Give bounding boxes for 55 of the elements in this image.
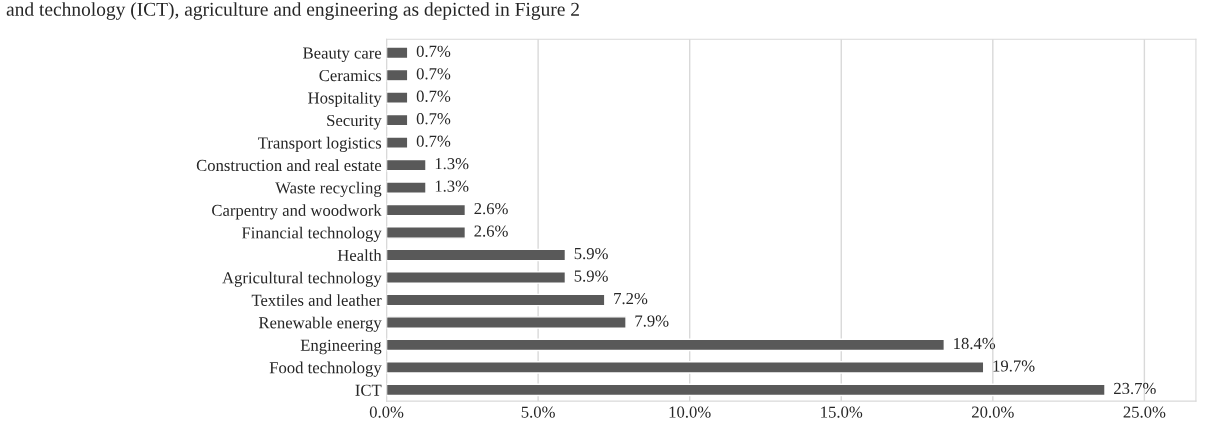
x-tick-label: 15.0% [821, 406, 863, 418]
y-tick-label: Waste recycling [275, 181, 382, 197]
x-tick-label: 5.0% [521, 406, 555, 418]
y-tick-label: Engineering [300, 339, 382, 355]
bar [386, 293, 606, 307]
data-label: 18.4% [954, 337, 996, 350]
data-label: 7.9% [635, 315, 669, 327]
y-tick-label: ICT [355, 384, 382, 396]
bar [386, 181, 427, 194]
data-label: 0.7% [416, 90, 451, 102]
x-tick-label: 0.0% [369, 406, 404, 418]
x-tick-label: 25.0% [1123, 406, 1166, 418]
y-tick-label: Food technology [269, 361, 382, 377]
y-tick-label: Renewable energy [258, 316, 382, 332]
bar [386, 383, 1106, 397]
y-tick-label: Hospitality [308, 91, 382, 108]
bar [386, 248, 567, 262]
x-tick-label: 10.0% [669, 406, 711, 418]
x-tick-label: 20.0% [972, 406, 1014, 418]
data-label: 0.7% [416, 45, 451, 57]
bar [386, 226, 467, 239]
y-tick-label: Health [337, 249, 382, 261]
bar [386, 338, 946, 352]
data-label: 1.3% [435, 180, 469, 192]
y-tick-label: Textiles and leather [251, 294, 382, 306]
data-label: 0.7% [416, 113, 451, 125]
bar [386, 203, 467, 217]
bar [386, 316, 627, 329]
bar [386, 271, 567, 284]
y-tick-label: Carpentry and woodwork [212, 204, 382, 220]
y-tick-label: Beauty care [303, 47, 382, 63]
bar [386, 68, 409, 82]
data-label: 2.6% [474, 225, 508, 237]
data-label: 0.7% [416, 68, 451, 80]
data-label: 7.2% [614, 292, 648, 305]
data-label: 5.9% [574, 247, 608, 260]
data-label: 5.9% [574, 270, 608, 282]
data-label: 2.6% [474, 202, 508, 215]
bar [386, 46, 409, 60]
data-label: 23.7% [1114, 382, 1156, 395]
bar [386, 113, 409, 127]
y-tick-label: Transport logistics [258, 136, 382, 153]
y-tick-label: Construction and real estate [196, 159, 382, 172]
data-label: 1.3% [435, 158, 469, 170]
bar [386, 158, 427, 172]
data-label: 0.7% [416, 135, 451, 147]
y-tick-label: Ceramics [319, 69, 382, 82]
bar [386, 91, 409, 104]
y-tick-label: Security [327, 114, 382, 130]
bar [386, 136, 409, 149]
text: and technology (ICT), agriculture and engineering as depicted in Figure 2 [6, 2, 579, 20]
y-tick-label: Financial technology [241, 226, 382, 242]
bar [386, 361, 985, 374]
data-label: 19.7% [993, 360, 1035, 372]
y-tick-label: Agricultural technology [222, 271, 382, 287]
